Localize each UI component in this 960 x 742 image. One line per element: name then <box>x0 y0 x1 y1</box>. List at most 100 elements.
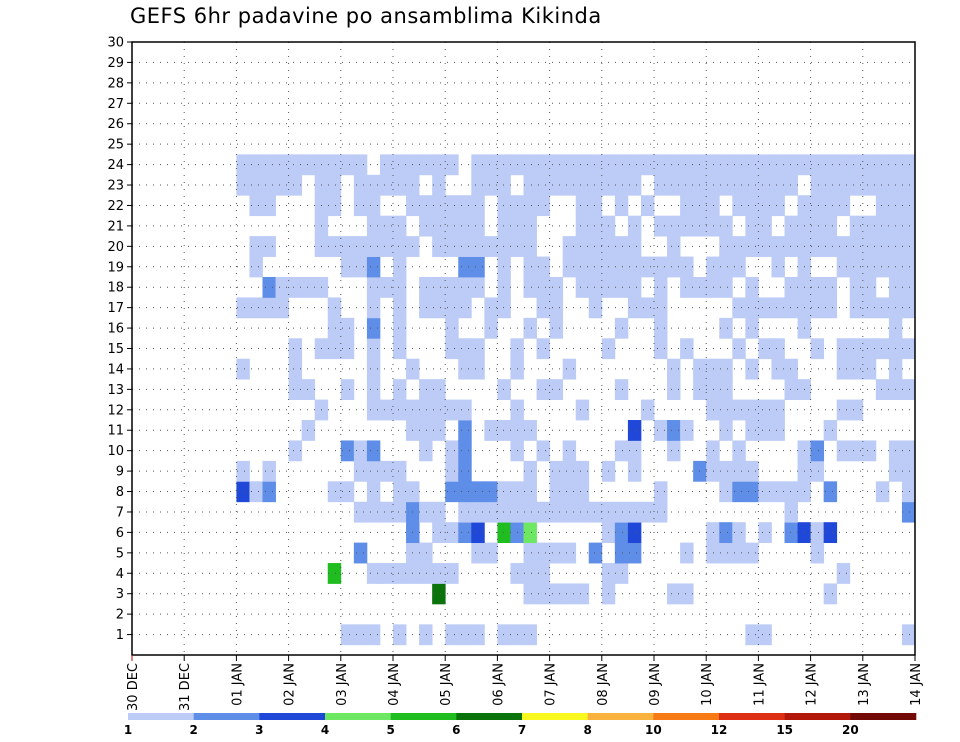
heatmap-cell <box>432 215 446 237</box>
heatmap-cell <box>366 379 381 400</box>
heatmap-cell <box>758 624 772 646</box>
heatmap-cell <box>849 154 864 176</box>
heatmap-cell <box>706 460 720 482</box>
heatmap-cell <box>614 154 629 176</box>
heatmap-cell <box>810 522 825 544</box>
heatmap-cell <box>810 276 825 298</box>
heatmap-cell <box>288 154 303 176</box>
heatmap-cell <box>366 276 381 298</box>
x-tick-label: 05 JAN <box>439 663 454 706</box>
heatmap-cell <box>497 174 511 196</box>
heatmap-cell <box>745 174 759 196</box>
heatmap-cell <box>745 542 759 564</box>
x-tick-label: 10 JAN <box>700 663 715 706</box>
x-tick-label: 09 JAN <box>648 663 663 706</box>
heatmap-cell <box>366 624 381 646</box>
heatmap-cell <box>562 583 577 605</box>
y-tick-label: 29 <box>107 56 124 71</box>
heatmap-cell <box>366 440 381 462</box>
heatmap-cell <box>327 297 342 319</box>
heatmap-cell <box>654 256 668 278</box>
heatmap-cell <box>249 154 263 176</box>
x-tick-label: 14 JAN <box>909 663 924 706</box>
heatmap-cell <box>497 297 511 319</box>
heatmap-cell <box>627 522 642 544</box>
heatmap-cell <box>471 338 485 360</box>
heatmap-cell <box>732 195 746 217</box>
heatmap-cell <box>471 195 485 217</box>
heatmap-cell <box>654 174 668 196</box>
heatmap-cell <box>523 583 537 605</box>
heatmap-cell <box>327 154 342 176</box>
legend-label: 7 <box>518 723 526 737</box>
heatmap-cell <box>484 542 498 564</box>
heatmap-cell <box>771 195 785 217</box>
heatmap-cell <box>823 236 838 257</box>
heatmap-cell <box>236 154 250 176</box>
heatmap-cell <box>862 256 877 278</box>
heatmap-cell <box>549 460 564 482</box>
heatmap-cell <box>627 236 642 257</box>
heatmap-cell <box>758 338 772 360</box>
y-tick-label: 11 <box>107 424 124 439</box>
legend-label: 20 <box>842 723 859 737</box>
heatmap-cell <box>640 195 655 217</box>
heatmap-cell <box>549 154 564 176</box>
heatmap-cell <box>588 195 603 217</box>
heatmap-cell <box>640 154 655 176</box>
heatmap-cell <box>758 522 772 544</box>
heatmap-cell <box>719 542 733 564</box>
heatmap-cell <box>327 563 342 584</box>
heatmap-cell <box>536 174 550 196</box>
heatmap-cell <box>771 399 785 421</box>
heatmap-cell <box>745 276 759 298</box>
x-tick-label: 12 JAN <box>805 663 820 706</box>
heatmap-cell <box>836 256 851 278</box>
heatmap-cell <box>471 154 485 176</box>
heatmap-cell <box>366 195 381 217</box>
heatmap-cell <box>588 236 603 257</box>
heatmap-cell <box>523 174 537 196</box>
heatmap-cell <box>288 440 303 462</box>
heatmap-cell <box>523 624 537 646</box>
heatmap-cell <box>849 297 864 319</box>
heatmap-cell <box>784 379 798 400</box>
heatmap-cell <box>562 256 577 278</box>
heatmap-cell <box>758 154 772 176</box>
heatmap-cell <box>445 522 459 544</box>
heatmap-cell <box>732 338 746 360</box>
heatmap-cell <box>627 501 642 523</box>
heatmap-cell <box>823 215 838 237</box>
heatmap-cell <box>614 440 629 462</box>
heatmap-cell <box>523 501 537 523</box>
heatmap-cell <box>875 236 890 257</box>
heatmap-cell <box>379 399 394 421</box>
heatmap-cell <box>654 215 668 237</box>
heatmap-cell <box>419 276 433 298</box>
y-tick-label: 1 <box>116 628 124 643</box>
heatmap-cell <box>497 195 511 217</box>
heatmap-cell <box>680 195 694 217</box>
heatmap-cell <box>236 358 250 380</box>
heatmap-cell <box>379 174 394 196</box>
heatmap-cell <box>654 317 668 339</box>
heatmap-cell <box>784 276 798 298</box>
heatmap-cell <box>719 256 733 278</box>
heatmap-cell <box>745 154 759 176</box>
heatmap-cell <box>471 624 485 646</box>
heatmap-cell <box>706 256 720 278</box>
heatmap-cell <box>379 236 394 257</box>
heatmap-cell <box>393 563 407 584</box>
heatmap-cell <box>823 297 838 319</box>
heatmap-cell <box>758 174 772 196</box>
heatmap-cell <box>614 195 629 217</box>
heatmap-cell <box>810 195 825 217</box>
heatmap-cell <box>327 481 342 503</box>
heatmap-cell <box>575 276 590 298</box>
heatmap-cell <box>353 460 368 482</box>
y-tick-label: 2 <box>116 608 124 623</box>
x-tick-label: 08 JAN <box>596 663 611 706</box>
heatmap-cell <box>823 481 838 503</box>
x-tick-label: 11 JAN <box>752 663 767 706</box>
heatmap-cell <box>901 276 916 298</box>
